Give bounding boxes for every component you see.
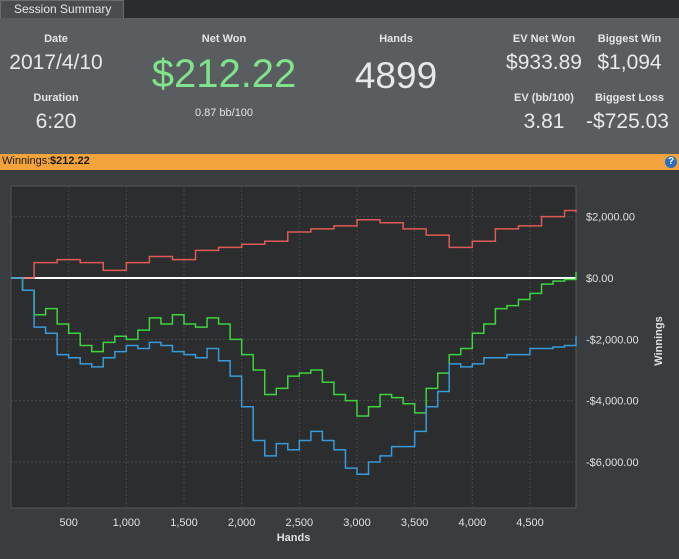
- x-tick-label: 4,500: [516, 517, 544, 529]
- y-tick-label: -$4,000.00: [586, 396, 639, 408]
- net-won-bb100: 0.87 bb/100: [194, 107, 254, 119]
- y-tick-label: $2,000.00: [586, 212, 635, 224]
- winnings-bar: Winnings: $212.22: [0, 154, 679, 170]
- date-value: 2017/4/10: [9, 51, 103, 74]
- x-tick-label: 4,000: [459, 517, 487, 529]
- x-tick-label: 3,500: [401, 517, 429, 529]
- series-line-1: [11, 209, 577, 279]
- series-line-3: [11, 277, 577, 476]
- x-axis-label: Hands: [277, 532, 311, 544]
- session-summary-panel: Date 2017/4/10 Duration 6:20 Net Won $21…: [0, 18, 679, 154]
- biggest-win-label: Biggest Win: [597, 33, 662, 45]
- y-axis-label: Winnings: [653, 316, 665, 365]
- ev-net-won-label: EV Net Won: [512, 33, 576, 45]
- biggest-loss-value: -$725.03: [586, 110, 669, 133]
- duration-label: Duration: [33, 92, 79, 104]
- date-label: Date: [44, 33, 68, 45]
- ev-bb100-value: 3.81: [523, 110, 565, 133]
- x-tick-label: 2,000: [228, 517, 256, 529]
- x-tick-label: 500: [59, 517, 77, 529]
- tab-bar: Session Summary: [0, 0, 679, 18]
- ev-net-won-value: $933.89: [506, 51, 582, 74]
- winnings-bar-value: $212.22: [50, 155, 90, 167]
- net-won-value: $212.22: [151, 52, 297, 96]
- winnings-chart-area: $2,000.00 $0.00 -$2,000.00 -$4,000.00 -$6,00…: [0, 170, 679, 554]
- x-tick-label: 1,000: [113, 517, 141, 529]
- x-tick-label: 2,500: [286, 517, 314, 529]
- x-tick-label: 3,000: [343, 517, 371, 529]
- ev-bb100-label: EV (bb/100): [514, 92, 574, 104]
- tab-session-summary[interactable]: Session Summary: [0, 0, 124, 18]
- help-icon[interactable]: ?: [665, 156, 677, 168]
- hands-value: 4899: [354, 55, 438, 96]
- duration-value: 6:20: [35, 110, 77, 133]
- hands-label: Hands: [379, 33, 413, 45]
- biggest-loss-label: Biggest Loss: [594, 92, 665, 104]
- series-line-2: [11, 271, 577, 417]
- winnings-bar-label: Winnings:: [2, 155, 51, 167]
- biggest-win-value: $1,094: [597, 51, 662, 74]
- y-tick-label: -$2,000.00: [586, 334, 639, 346]
- plot-area: [10, 185, 577, 509]
- y-tick-label: $0.00: [586, 273, 614, 285]
- x-tick-label: 1,500: [170, 517, 198, 529]
- y-tick-label: -$6,000.00: [586, 457, 639, 469]
- winnings-chart: $2,000.00 $0.00 -$2,000.00 -$4,000.00 -$6,00…: [10, 185, 665, 544]
- net-won-label: Net Won: [201, 33, 247, 45]
